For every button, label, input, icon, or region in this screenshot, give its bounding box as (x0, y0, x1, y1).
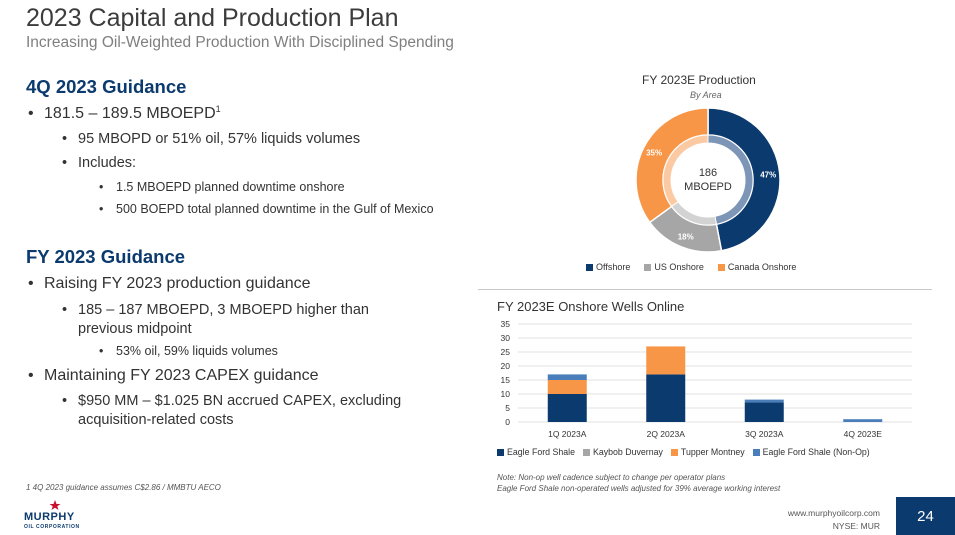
donut-title: FY 2023E Production (642, 73, 756, 87)
fy-bullet-capex: • Maintaining FY 2023 CAPEX guidance (28, 367, 319, 384)
bar-chart-title: FY 2023E Onshore Wells Online (497, 299, 685, 314)
fy-oil-text: 53% oil, 59% liquids volumes (116, 344, 278, 358)
fy-capex-text: Maintaining FY 2023 CAPEX guidance (44, 367, 319, 384)
murphy-star-icon (49, 500, 61, 510)
legend-swatch-us-onshore (644, 263, 652, 271)
footnote-marker: 1 (215, 104, 221, 114)
production-donut-chart: 47% 18% 35% (635, 107, 781, 253)
donut-legend: Offshore US Onshore Canada Onshore (586, 262, 796, 272)
bar-tupper-montney-1 (646, 346, 686, 375)
legend-item-eagle-ford: Eagle Ford Shale (497, 447, 575, 457)
legend-item-eagle-ford-nonop: Eagle Ford Shale (Non-Op) (752, 447, 870, 457)
fy-bullet-raising: • Raising FY 2023 production guidance (28, 275, 311, 292)
bar-eagle-ford-shale-non-op-3 (843, 419, 883, 422)
website-link[interactable]: www.murphyoilcorp.com (787, 508, 880, 518)
fy-capex-range-text: $950 MM – $1.025 BN accrued CAPEX, exclu… (78, 393, 402, 428)
section-divider (478, 289, 932, 290)
wells-bar-chart: 0 5 10 15 20 25 30 35 1Q 2023A 2Q 2023A 3Q 2023A 4Q… (501, 319, 912, 439)
fy-range-text: 185 – 187 MBOEPD, 3 MBOEPD higher than p… (78, 302, 369, 337)
legend-item-canada-onshore: Canada Onshore (717, 262, 797, 272)
donut-data-label: 47% (760, 170, 776, 179)
legend-swatch-eagle-ford (497, 448, 504, 456)
y-tick-label: 25 (501, 347, 511, 357)
bar-eagle-ford-shale-1 (646, 374, 686, 422)
donut-center-value: 186 (698, 167, 718, 179)
legend-label: Eagle Ford Shale (507, 447, 575, 457)
page-number: 24 (896, 497, 955, 535)
fy-bullet-oil: • 53% oil, 59% liquids volumes (99, 344, 278, 358)
x-tick-label: 4Q 2023E (844, 429, 883, 439)
downtime-onshore-text: 1.5 MBOEPD planned downtime onshore (116, 180, 345, 194)
bar-eagle-ford-shale-non-op-0 (547, 374, 587, 380)
y-tick-label: 30 (501, 333, 511, 343)
y-tick-label: 5 (505, 403, 510, 413)
x-tick-label: 2Q 2023A (647, 429, 686, 439)
page-subtitle: Increasing Oil-Weighted Production With … (26, 34, 454, 51)
q4-bullet-downtime-onshore: • 1.5 MBOEPD planned downtime onshore (99, 180, 345, 194)
fy-bullet-capex-range: • $950 MM – $1.025 BN accrued CAPEX, excl… (62, 392, 462, 430)
donut-center-unit: MBOEPD (684, 181, 732, 193)
donut-inner-ring-canada-onshore (662, 134, 709, 208)
legend-label: Offshore (596, 262, 631, 272)
donut-center-label: 186 MBOEPD (668, 166, 748, 194)
footer-contact: www.murphyoilcorp.com NYSE: MUR (788, 507, 880, 533)
x-tick-label: 1Q 2023A (548, 429, 587, 439)
note-line-2: Eagle Ford Shale non-operated wells adju… (497, 484, 781, 493)
donut-subtitle: By Area (690, 90, 722, 100)
downtime-gom-text: 500 BOEPD total planned downtime in the … (116, 202, 434, 216)
legend-label: Canada Onshore (727, 262, 797, 272)
donut-data-label: 18% (678, 232, 694, 241)
legend-swatch-kaybob (582, 448, 590, 456)
legend-label: Kaybob Duvernay (592, 447, 663, 457)
bar-tupper-montney-0 (547, 380, 587, 394)
legend-label: US Onshore (654, 262, 704, 272)
bar-eagle-ford-shale-non-op-2 (744, 399, 784, 403)
legend-item-us-onshore: US Onshore (644, 262, 704, 272)
ticker-symbol: NYSE: MUR (832, 521, 880, 531)
company-logo-name: MURPHY (24, 511, 75, 523)
x-tick-label: 3Q 2023A (745, 429, 784, 439)
y-tick-label: 35 (501, 319, 511, 329)
q4-range-text: 181.5 – 189.5 MBOEPD (44, 105, 216, 122)
legend-swatch-tupper (670, 448, 678, 456)
q4-oil-text: 95 MBOPD or 51% oil, 57% liquids volumes (78, 131, 361, 147)
page-title: 2023 Capital and Production Plan (26, 4, 399, 32)
legend-item-tupper: Tupper Montney (670, 447, 745, 457)
footnote: 1 4Q 2023 guidance assumes C$2.86 / MMBT… (26, 483, 221, 492)
legend-item-kaybob: Kaybob Duvernay (582, 447, 663, 457)
y-tick-label: 10 (501, 389, 511, 399)
y-tick-label: 0 (505, 417, 510, 427)
legend-label: Tupper Montney (680, 447, 745, 457)
company-logo-sub: OIL CORPORATION (24, 524, 80, 530)
note-line-1: Note: Non-op well cadence subject to cha… (497, 473, 726, 482)
q4-bullet-oil: • 95 MBOPD or 51% oil, 57% liquids volume… (62, 131, 361, 147)
chart-note: Note: Non-op well cadence subject to cha… (497, 472, 780, 494)
q4-bullet-range: • 181.5 – 189.5 MBOEPD1 (28, 104, 221, 123)
bar-eagle-ford-shale-0 (547, 394, 587, 422)
legend-swatch-eagle-ford-nonop (752, 448, 760, 456)
bar-legend: Eagle Ford Shale Kaybob Duvernay Tupper … (497, 447, 870, 457)
donut-data-label: 35% (646, 149, 662, 158)
fy-raising-text: Raising FY 2023 production guidance (44, 275, 311, 292)
bar-eagle-ford-shale-2 (744, 402, 784, 422)
fy-bullet-range: • 185 – 187 MBOEPD, 3 MBOEPD higher than … (62, 301, 422, 339)
legend-swatch-canada-onshore (717, 263, 725, 271)
fy-guidance-heading: FY 2023 Guidance (26, 246, 186, 267)
y-tick-label: 15 (501, 375, 511, 385)
legend-swatch-offshore (586, 263, 593, 271)
legend-label: Eagle Ford Shale (Non-Op) (762, 447, 870, 457)
q4-bullet-includes: • Includes: (62, 155, 137, 171)
q4-guidance-heading: 4Q 2023 Guidance (26, 76, 187, 97)
legend-item-offshore: Offshore (586, 262, 630, 272)
q4-includes-text: Includes: (78, 155, 137, 171)
y-tick-label: 20 (501, 361, 511, 371)
q4-bullet-downtime-gom: • 500 BOEPD total planned downtime in the… (99, 201, 439, 217)
